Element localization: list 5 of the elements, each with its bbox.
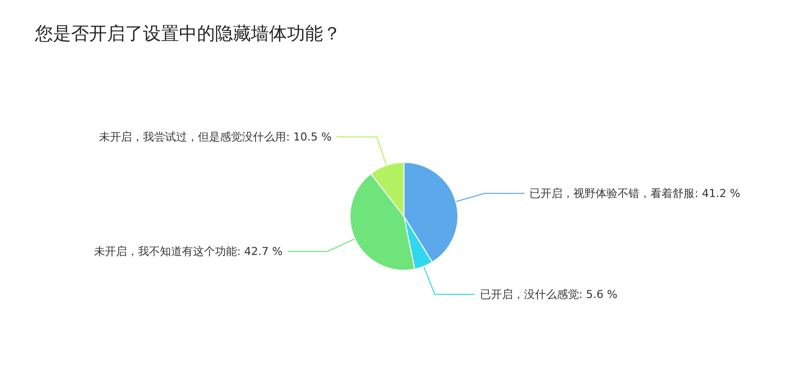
chart-title: 您是否开启了设置中的隐藏墙体功能？ — [34, 24, 341, 44]
slice-label: 未开启，我不知道有这个功能: 42.7 % — [94, 244, 283, 258]
slice-label: 已开启，没什么感觉: 5.6 % — [480, 288, 618, 301]
slice-label: 未开启，我尝试过，但是感觉没什么用: 10.5 % — [99, 130, 332, 144]
slice-label: 已开启，视野体验不错，看着舒服: 41.2 % — [530, 186, 740, 200]
